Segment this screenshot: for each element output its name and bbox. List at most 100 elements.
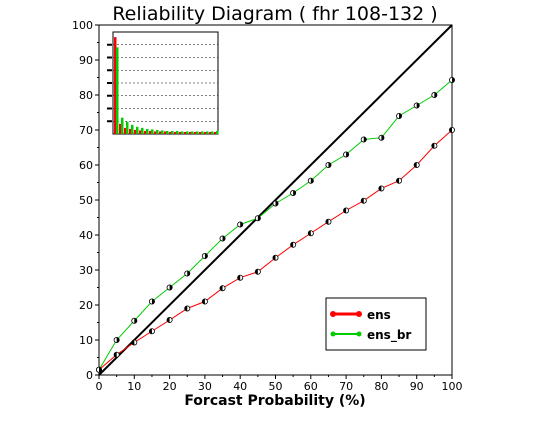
inset-bar-ens-br xyxy=(211,131,214,134)
data-point-fill xyxy=(219,285,223,291)
x-tick-label: 40 xyxy=(233,380,247,393)
data-point-fill xyxy=(116,337,120,343)
plot-area: 0 10 20 30 40 50 60 70 80 90 100 0 10 20 30 40 50 60 70 80 9… xyxy=(72,19,463,393)
inset-bar-ens-br xyxy=(216,130,219,134)
y-tick-label: 0 xyxy=(86,369,93,382)
inset-bar-ens-br xyxy=(131,124,134,134)
y-tick-label: 50 xyxy=(79,194,93,207)
x-tick-label: 60 xyxy=(304,380,318,393)
data-point-fill xyxy=(240,221,243,228)
x-tick-label: 100 xyxy=(442,380,463,393)
inset-bar-ens-br xyxy=(176,130,179,134)
data-point-fill xyxy=(361,198,364,204)
inset-bar-ens xyxy=(154,131,157,134)
x-tick-label: 10 xyxy=(127,380,141,393)
x-axis-label: Forcast Probability (%) xyxy=(184,393,365,409)
inset-bar-ens xyxy=(139,130,142,134)
inset-bar-ens-br xyxy=(136,126,139,134)
legend-marker-ens-br xyxy=(356,331,362,337)
data-point-fill xyxy=(114,352,117,358)
y-tick-label: 60 xyxy=(79,159,93,172)
inset-bar-ens xyxy=(174,131,177,134)
data-point-fill xyxy=(328,162,332,168)
inset-bar-ens-br xyxy=(201,131,204,134)
inset-bar-ens xyxy=(199,131,202,134)
inset-bar-ens-br xyxy=(181,131,184,134)
data-point-fill xyxy=(134,318,137,324)
inset-bar-ens xyxy=(114,37,117,134)
inset-bar-ens-br xyxy=(161,130,164,134)
y-tick-label: 80 xyxy=(79,89,93,102)
perfect-reliability-line xyxy=(98,24,453,376)
data-point-fill xyxy=(399,113,402,119)
inset-bar-ens-br xyxy=(156,129,159,134)
data-point-fill xyxy=(99,367,102,373)
inset-bar-ens xyxy=(144,130,147,134)
inset-bar-ens-br xyxy=(126,121,129,134)
inset-bar-ens-br xyxy=(206,131,209,134)
data-point-fill xyxy=(416,102,420,109)
data-point-fill xyxy=(434,92,437,98)
data-point-fill xyxy=(255,269,258,275)
data-point-fill xyxy=(431,143,435,149)
legend-box xyxy=(325,297,427,351)
data-point-fill xyxy=(378,185,382,192)
data-point-fill xyxy=(222,235,226,242)
data-point-fill xyxy=(449,127,452,133)
y-tick-label: 30 xyxy=(79,264,93,277)
data-point-fill xyxy=(131,339,135,346)
data-point-fill xyxy=(293,190,296,196)
x-tick-label: 30 xyxy=(198,380,212,393)
inset-bar-ens-br xyxy=(186,131,189,134)
inset-bar-ens-br xyxy=(141,127,144,134)
data-point-fill xyxy=(396,178,400,184)
data-point-fill xyxy=(275,200,279,207)
data-point-fill xyxy=(452,77,455,83)
inset-bar-ens xyxy=(169,131,172,134)
inset-bar-ens xyxy=(134,129,137,134)
inset-bar-ens xyxy=(164,131,167,134)
data-point-fill xyxy=(237,275,241,281)
y-tick-label: 20 xyxy=(79,299,93,312)
inset-histogram xyxy=(107,31,219,135)
data-point-fill xyxy=(325,219,329,225)
data-point-fill xyxy=(381,135,384,141)
legend-marker-ens xyxy=(330,311,336,317)
legend-marker-ens-br xyxy=(330,331,336,337)
y-tick-label: 100 xyxy=(72,19,93,32)
data-point-fill xyxy=(363,136,367,143)
y-tick-label: 10 xyxy=(79,334,93,347)
data-point-fill xyxy=(290,242,294,248)
x-tick-label: 0 xyxy=(96,380,103,393)
data-point-fill xyxy=(202,298,205,305)
x-tick-label: 50 xyxy=(269,380,283,393)
data-point-fill xyxy=(151,298,155,305)
inset-bar-ens-br xyxy=(196,131,199,134)
y-tick-label: 70 xyxy=(79,124,93,137)
data-point-fill xyxy=(169,284,173,291)
x-tick-label: 70 xyxy=(339,380,353,393)
inset-bar-ens xyxy=(189,131,192,134)
data-point-fill xyxy=(204,253,208,259)
chart-title: Reliability Diagram ( fhr 108-132 ) xyxy=(112,3,437,25)
inset-bar-ens-br xyxy=(191,131,194,134)
data-point-fill xyxy=(187,270,190,277)
legend-label-ens: ens xyxy=(367,308,391,322)
legend-marker-ens xyxy=(356,311,362,317)
data-point-fill xyxy=(310,178,314,184)
data-point-fill xyxy=(149,328,152,334)
inset-bar-ens xyxy=(129,128,132,134)
inset-bar-ens xyxy=(184,131,187,134)
legend: ens ens_br xyxy=(325,297,427,351)
y-tick-label: 40 xyxy=(79,229,93,242)
inset-bar-ens xyxy=(194,131,197,134)
inset-bar-ens-br xyxy=(151,129,154,134)
data-point-fill xyxy=(343,207,347,214)
data-point-fill xyxy=(346,151,349,158)
inset-bar-ens xyxy=(159,131,162,134)
data-point-fill xyxy=(184,305,188,312)
inset-bar-ens xyxy=(209,131,212,134)
inset-bar-ens-br xyxy=(116,47,119,134)
inset-bar-ens-br xyxy=(121,117,124,134)
